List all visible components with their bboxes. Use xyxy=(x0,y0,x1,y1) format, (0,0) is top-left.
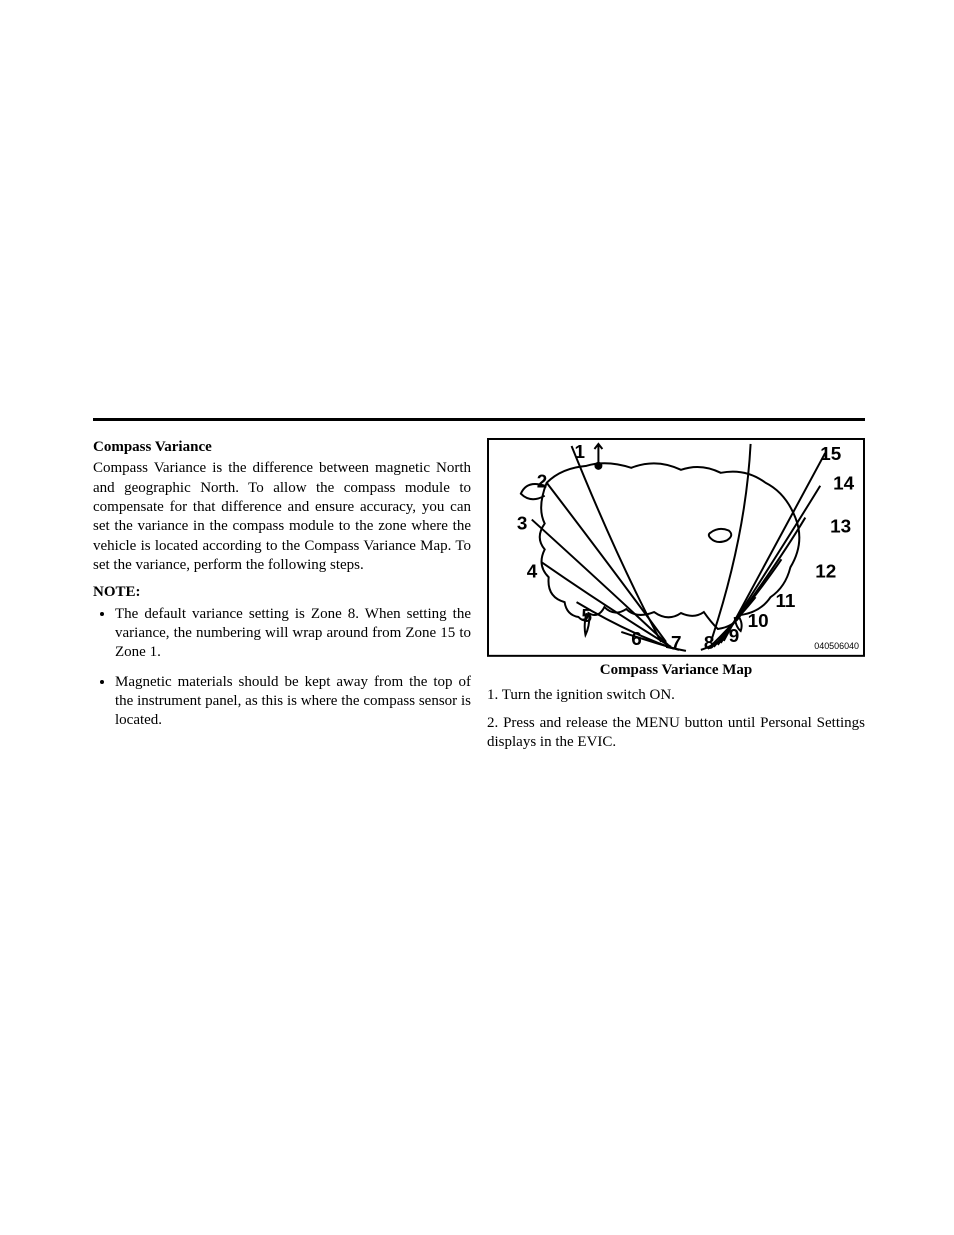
zone-label: 8 xyxy=(704,633,715,654)
bullet-item: The default variance setting is Zone 8. … xyxy=(115,605,471,663)
zone-label: 9 xyxy=(729,626,740,647)
zone-label: 11 xyxy=(775,591,795,612)
zone-label: 5 xyxy=(582,606,593,627)
zone-label: 1 xyxy=(575,442,586,463)
zone-label: 4 xyxy=(527,561,538,582)
zone-label: 2 xyxy=(537,472,548,493)
zone-label: 10 xyxy=(748,611,769,632)
zone-label: 6 xyxy=(631,629,642,650)
section-paragraph: Compass Variance is the difference betwe… xyxy=(93,459,471,575)
left-column: Compass Variance Compass Variance is the… xyxy=(93,438,471,760)
page: Compass Variance Compass Variance is the… xyxy=(0,0,954,1235)
zone-label: 7 xyxy=(671,633,682,654)
note-bullets: The default variance setting is Zone 8. … xyxy=(93,605,471,731)
step-2: 2. Press and release the MENU button unt… xyxy=(487,714,865,753)
bullet-item: Magnetic materials should be kept away f… xyxy=(115,673,471,731)
compass-map-svg: 1 2 3 4 5 6 7 8 9 10 11 12 13 14 xyxy=(487,438,865,657)
zone-label: 14 xyxy=(833,474,854,495)
horizontal-rule xyxy=(93,418,865,421)
figure-code: 040506040 xyxy=(814,641,859,651)
zone-label: 13 xyxy=(830,516,851,537)
zone-label: 3 xyxy=(517,514,528,535)
step-1: 1. Turn the ignition switch ON. xyxy=(487,686,865,705)
figure-caption: Compass Variance Map xyxy=(487,661,865,680)
zone-label: 12 xyxy=(815,561,836,582)
zone-label: 15 xyxy=(820,444,841,465)
content-columns: Compass Variance Compass Variance is the… xyxy=(93,438,865,760)
compass-variance-figure: 1 2 3 4 5 6 7 8 9 10 11 12 13 14 xyxy=(487,438,865,680)
right-column: 1 2 3 4 5 6 7 8 9 10 11 12 13 14 xyxy=(487,438,865,760)
note-label: NOTE: xyxy=(93,583,471,602)
section-heading: Compass Variance xyxy=(93,438,471,457)
